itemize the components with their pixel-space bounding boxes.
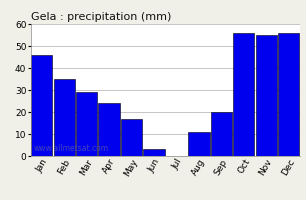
Bar xyxy=(278,33,299,156)
Bar xyxy=(256,35,277,156)
Bar xyxy=(99,103,120,156)
Bar xyxy=(31,55,53,156)
Bar xyxy=(76,92,97,156)
Bar xyxy=(54,79,75,156)
Bar xyxy=(188,132,210,156)
Bar xyxy=(233,33,254,156)
Bar xyxy=(211,112,232,156)
Bar xyxy=(121,119,142,156)
Text: Gela : precipitation (mm): Gela : precipitation (mm) xyxy=(31,12,171,22)
Text: www.allmetsat.com: www.allmetsat.com xyxy=(33,144,108,153)
Bar xyxy=(143,149,165,156)
